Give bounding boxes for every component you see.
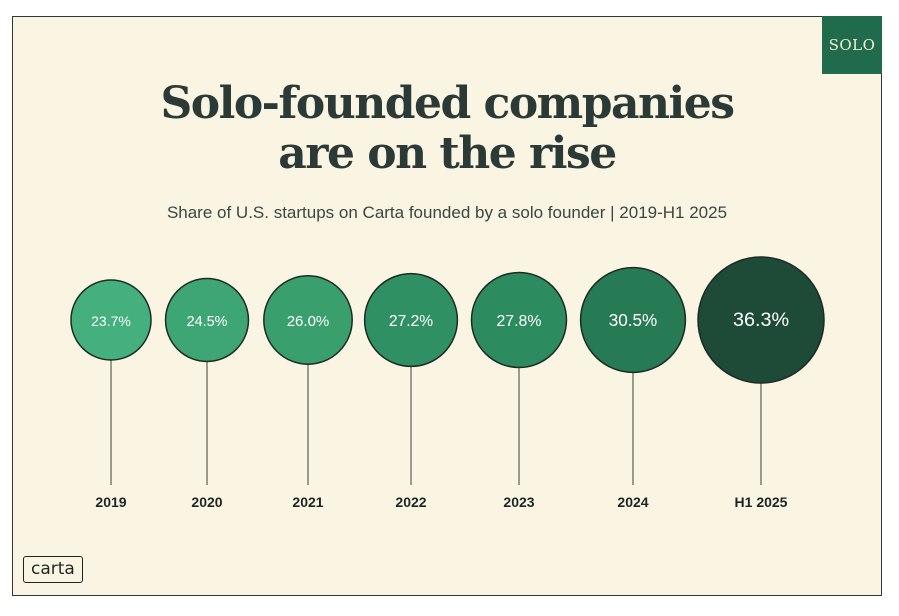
value-label: 27.8% [496, 313, 541, 330]
year-label: H1 2025 [735, 494, 788, 510]
bubble-2024 [579, 266, 687, 374]
chart-card: SOLO Solo-founded companies are on the r… [12, 16, 882, 596]
value-label: 24.5% [187, 314, 228, 330]
year-label: 2021 [292, 494, 323, 510]
bubble-chart: 23.7% 2019 24.5% 2020 26.0% 2021 27.2% 2022 27.8… [70, 256, 825, 510]
bubble-2022 [363, 272, 459, 368]
value-label: 26.0% [287, 313, 330, 330]
solo-badge: SOLO [822, 16, 882, 74]
title-line-1: Solo-founded companies [160, 78, 736, 129]
year-label: 2020 [191, 494, 222, 510]
year-label: 2024 [617, 494, 648, 510]
bubble-2020 [164, 277, 250, 363]
bubble-2021 [263, 275, 353, 365]
year-label: 2023 [503, 494, 534, 510]
carta-logo: carta [23, 556, 83, 583]
bubble-2023 [470, 271, 568, 369]
value-label: 30.5% [609, 311, 657, 330]
year-label: 2022 [395, 494, 426, 510]
bubble-h1-2025 [697, 256, 825, 384]
title-line-2: are on the rise [278, 128, 617, 179]
bubble-2019 [70, 279, 152, 361]
value-label: 27.2% [389, 313, 433, 330]
chart-subtitle: Share of U.S. startups on Carta founded … [166, 203, 728, 222]
value-label: 23.7% [91, 313, 131, 329]
year-label: 2019 [95, 494, 126, 510]
value-label: 36.3% [733, 309, 789, 331]
chart-title: Solo-founded companies are on the rise [13, 79, 881, 179]
